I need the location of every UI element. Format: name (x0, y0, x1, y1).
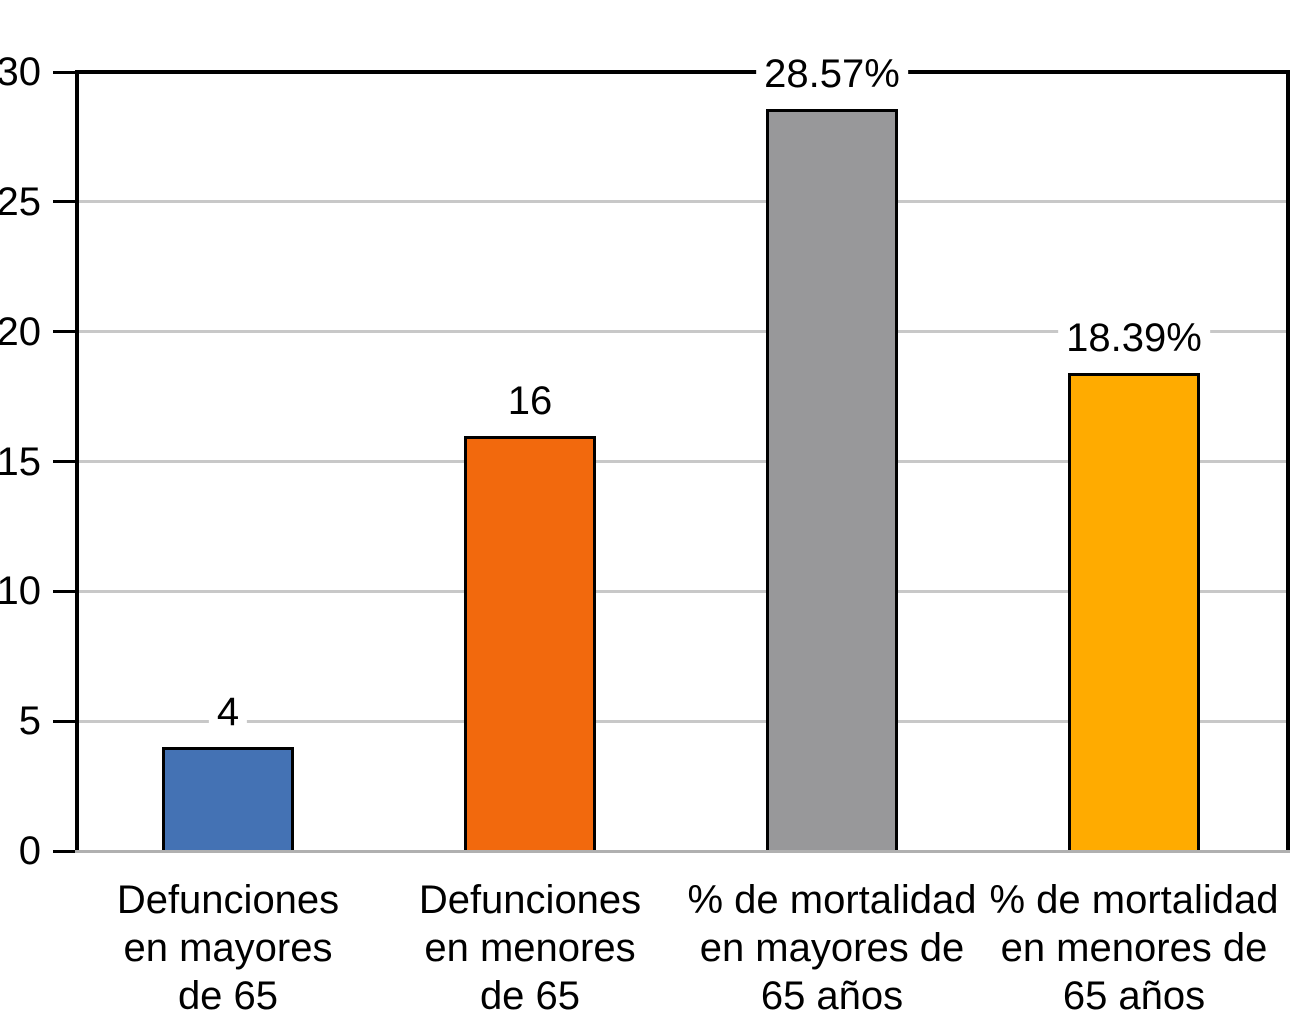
y-tick-label: 20 (0, 309, 41, 354)
bar-value-label: 18.39% (1058, 315, 1210, 362)
y-tick-label: 15 (0, 439, 41, 484)
gridline (75, 460, 1290, 463)
x-category-label: % de mortalidad en menores de 65 años (983, 876, 1285, 1020)
y-tick (53, 849, 79, 853)
plot-top-border (75, 70, 1290, 74)
x-category-label-line: % de mortalidad (687, 878, 977, 922)
y-tick-label: 5 (18, 699, 41, 744)
y-tick-label: 10 (0, 569, 41, 614)
y-tick-label: 25 (0, 179, 41, 224)
x-category-label-line: 65 años (760, 974, 904, 1018)
bar-value-label: 16 (499, 377, 561, 424)
y-tick (53, 70, 79, 74)
x-category-label-line: de 65 (479, 974, 581, 1018)
x-category-label-line: Defunciones (418, 878, 642, 922)
bar-value-label: 28.57% (756, 51, 908, 98)
y-tick (53, 719, 79, 723)
y-tick (53, 330, 79, 334)
x-category-label: % de mortalidad en mayores de 65 años (681, 876, 983, 1020)
x-category-label: Defunciones en mayores de 65 (77, 876, 379, 1020)
gridline (75, 200, 1290, 204)
gridline (75, 589, 1290, 593)
y-tick-label: 0 (18, 829, 41, 873)
bar (464, 435, 596, 851)
bar (162, 747, 294, 851)
x-category-label: Defunciones en menores de 65 (379, 876, 681, 1020)
x-category-label-line: Defunciones (116, 878, 340, 922)
bar-value-label: 4 (208, 689, 248, 736)
x-category-label-line: % de mortalidad (989, 878, 1279, 922)
x-category-label-line: 65 años (1062, 974, 1206, 1018)
gridline (75, 330, 1290, 334)
plot-right-border (1286, 70, 1290, 853)
y-tick (53, 460, 79, 463)
x-category-label-line: en mayores de (699, 926, 965, 970)
x-category-label-line: en menores de (1000, 926, 1268, 970)
bar (1068, 373, 1200, 851)
x-category-label-line: en menores (424, 926, 636, 970)
y-tick (53, 200, 79, 204)
gridline (75, 719, 1290, 723)
y-tick-label: 30 (0, 50, 41, 94)
x-category-label-line: de 65 (177, 974, 279, 1018)
bar (766, 109, 898, 851)
y-tick (53, 589, 79, 593)
x-axis-line (75, 850, 1290, 853)
x-category-label-line: en mayores (123, 926, 333, 970)
